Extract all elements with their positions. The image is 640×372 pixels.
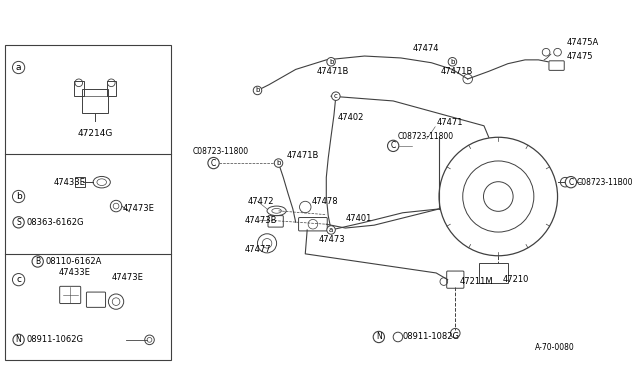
Text: 47402: 47402 [338,113,364,122]
Text: C08723-11800: C08723-11800 [398,132,454,141]
Text: b: b [16,192,22,201]
Text: b: b [276,160,281,166]
Text: A-70-0080: A-70-0080 [535,343,575,352]
Text: a: a [16,63,21,72]
Text: c: c [16,275,21,284]
Text: N: N [16,335,22,344]
Text: C: C [568,178,573,187]
Bar [5,45,172,360]
Text: C: C [211,158,216,167]
Text: C08723-11800: C08723-11800 [193,147,248,156]
Bar [479,263,508,282]
Text: 47471: 47471 [436,118,463,128]
Text: B: B [35,257,40,266]
Text: 47473B: 47473B [245,216,278,225]
Text: 47472: 47472 [248,197,275,206]
Text: a: a [329,227,333,233]
Text: 08911-1082G: 08911-1082G [403,333,460,341]
Text: 08110-6162A: 08110-6162A [45,257,102,266]
Text: 47471B: 47471B [317,67,349,76]
Text: 47473: 47473 [319,235,345,244]
Bar [75,177,84,187]
Text: c: c [334,93,338,99]
Text: C08723-11B00: C08723-11B00 [577,178,633,187]
Bar [74,81,84,96]
Text: 47471B: 47471B [286,151,319,160]
Bar [82,89,108,113]
Text: 47473E: 47473E [111,273,143,282]
Text: C: C [390,141,396,150]
Text: b: b [255,87,260,93]
Text: 08911-1062G: 08911-1062G [26,335,83,344]
Text: 47478: 47478 [312,197,339,206]
Text: 08363-6162G: 08363-6162G [26,218,84,227]
Text: 47210: 47210 [503,275,529,284]
Text: 47433E: 47433E [54,178,86,187]
Text: 47473E: 47473E [123,205,155,214]
Text: 47471B: 47471B [441,67,474,76]
Text: 47214G: 47214G [77,129,113,138]
Text: 47474: 47474 [412,44,439,53]
Text: 47477: 47477 [245,244,272,254]
Text: N: N [376,333,381,341]
Text: b: b [451,59,454,65]
Text: 47475A: 47475A [567,38,599,47]
Text: b: b [329,59,333,65]
Text: 47433E: 47433E [59,267,91,276]
Text: 47475: 47475 [567,52,594,61]
Text: 47211M: 47211M [460,277,493,286]
Bar [106,81,116,96]
Text: S: S [16,218,21,227]
Text: 47401: 47401 [346,214,372,223]
